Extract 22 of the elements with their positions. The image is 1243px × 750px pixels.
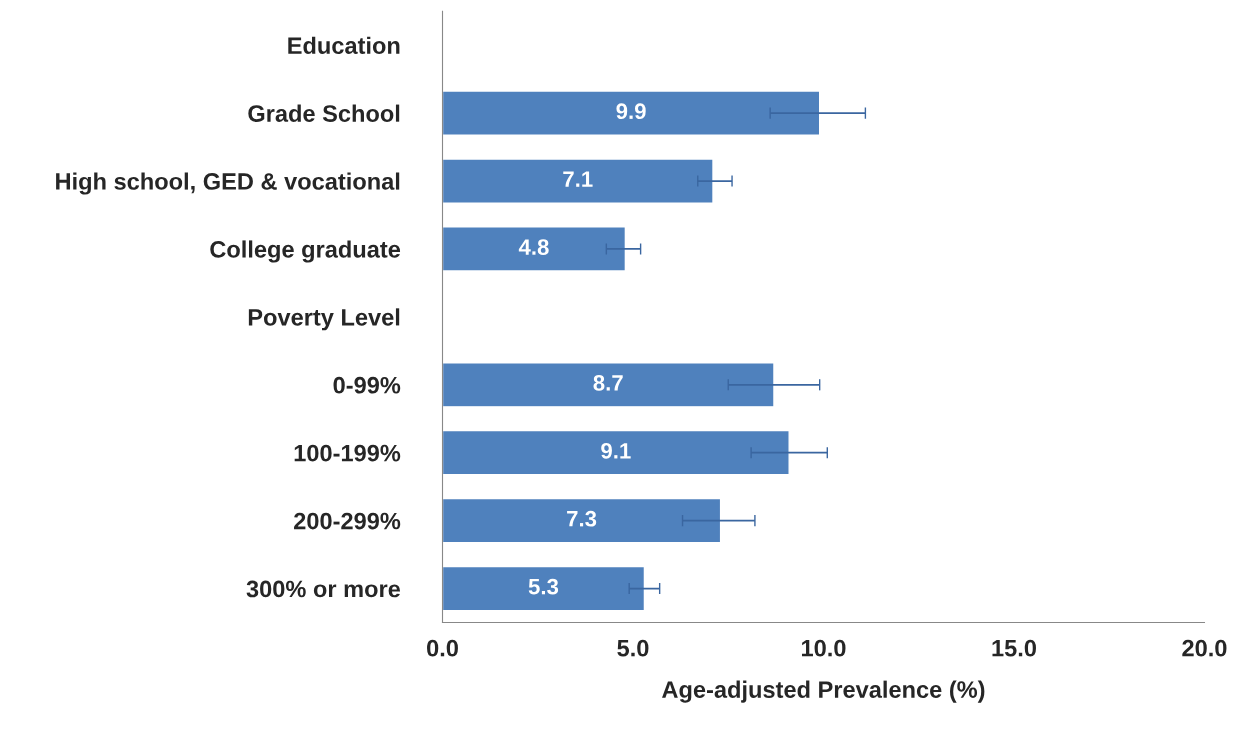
y-tick-label: Education [288, 36, 400, 54]
y-tick-label: High school, GED & vocational [56, 172, 400, 195]
data-label: 9.1 [601, 442, 631, 459]
data-label: 7.1 [563, 171, 593, 187]
data-label: 4.8 [518, 239, 549, 255]
x-tick-label: 5.0 [617, 639, 649, 657]
x-tick-label: 15.0 [992, 639, 1036, 657]
data-label: 9.9 [616, 103, 646, 120]
x-tick-label: 0.0 [427, 639, 458, 657]
x-tick-label: 10.0 [802, 639, 846, 657]
y-tick-label: 300% or more [246, 580, 401, 598]
data-label: 8.7 [593, 375, 623, 391]
data-label: 7.3 [567, 510, 597, 527]
y-tick-label: 100-199% [294, 444, 401, 462]
data-label: 5.3 [528, 578, 559, 595]
y-tick-label: 0-99% [333, 376, 401, 394]
x-axis-title: Age-adjusted Prevalence (%) [662, 680, 985, 703]
x-tick-label: 20.0 [1182, 639, 1227, 657]
y-tick-label: Poverty Level [248, 308, 400, 331]
y-tick-label: College graduate [210, 240, 401, 263]
y-tick-label: 200-299% [294, 512, 401, 530]
y-tick-label: Grade School [248, 104, 400, 122]
